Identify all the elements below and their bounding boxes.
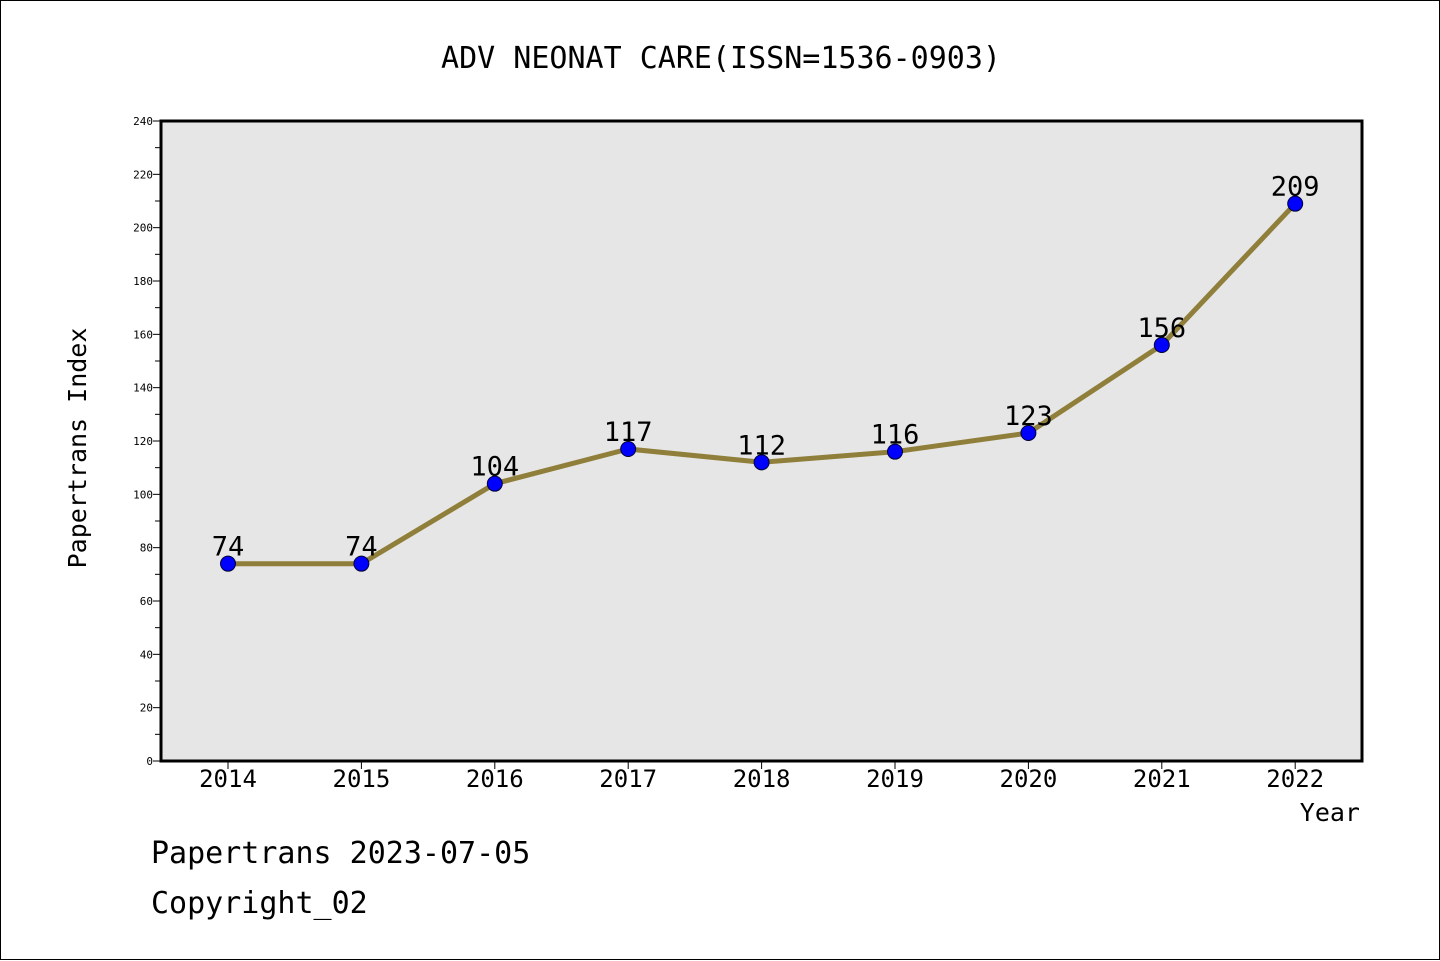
y-axis-ticks: 0 20 40 60 80 100 120 140 160 180 200 220 240 — [133, 115, 161, 768]
y-tick-label: 100 — [133, 488, 153, 501]
x-tick-label: 2015 — [333, 765, 391, 793]
x-tick-label: 2022 — [1266, 765, 1324, 793]
footer-date: Papertrans 2023-07-05 — [151, 836, 531, 871]
data-point — [486, 475, 503, 492]
x-axis-label: Year — [1300, 798, 1360, 827]
series-layer — [220, 195, 1304, 572]
y-tick-label: 0 — [146, 755, 153, 768]
plot-area — [161, 121, 1362, 761]
y-tick-label: 40 — [140, 648, 153, 661]
x-axis-ticks: 2014 2015 2016 2017 2018 2019 2020 2021 2022 — [199, 761, 1324, 793]
y-tick-label: 20 — [140, 702, 153, 715]
x-tick-label: 2014 — [199, 765, 257, 793]
footer-copyright: Copyright_02 — [151, 886, 368, 921]
y-tick-label: 80 — [140, 542, 153, 555]
y-tick-label: 140 — [133, 382, 153, 395]
x-tick-label: 2021 — [1133, 765, 1191, 793]
data-label: 74 — [345, 532, 378, 563]
x-tick-label: 2016 — [466, 765, 524, 793]
y-tick-label: 220 — [133, 168, 153, 181]
data-label: 112 — [737, 430, 786, 461]
data-point — [353, 555, 370, 572]
y-tick-label: 60 — [140, 595, 153, 608]
data-point — [620, 441, 637, 457]
data-point — [1153, 337, 1170, 353]
y-tick-label: 200 — [133, 222, 153, 235]
x-tick-label: 2017 — [599, 765, 657, 793]
data-label: 116 — [871, 420, 920, 451]
data-point — [220, 555, 236, 572]
data-label: 74 — [212, 532, 245, 563]
data-point — [1287, 195, 1304, 212]
chart-title: ADV NEONAT CARE(ISSN=1536-0903) — [441, 41, 1001, 76]
y-tick-label: 240 — [133, 115, 153, 128]
data-point — [887, 443, 903, 460]
x-tick-label: 2018 — [733, 765, 791, 793]
data-label: 117 — [604, 417, 653, 448]
data-label: 123 — [1004, 401, 1053, 432]
data-label: 104 — [470, 452, 519, 483]
data-label: 209 — [1271, 172, 1320, 203]
plot-border — [159, 119, 1364, 763]
y-tick-label: 160 — [133, 328, 153, 341]
y-axis-label: Papertrans Index — [63, 328, 92, 569]
y-tick-label: 120 — [133, 435, 153, 448]
x-tick-label: 2019 — [866, 765, 924, 793]
x-tick-label: 2020 — [1000, 765, 1058, 793]
data-point — [1020, 425, 1037, 441]
data-label: 156 — [1137, 313, 1186, 344]
y-tick-label: 180 — [133, 275, 153, 288]
data-point — [753, 454, 770, 471]
data-label-layer: 74 74 104 117 112 116 123 156 209 — [212, 172, 1320, 563]
